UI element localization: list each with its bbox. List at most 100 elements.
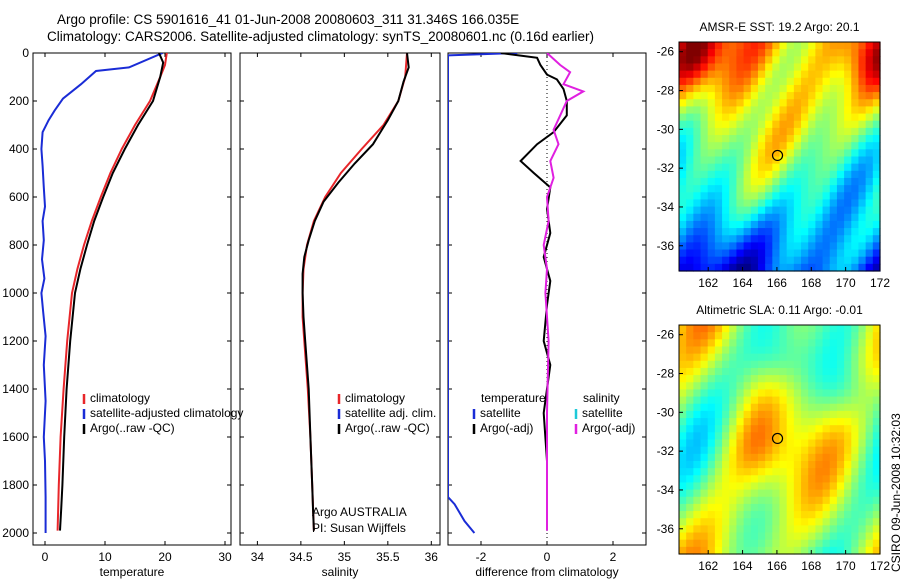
sla-map-cell [801,403,809,412]
sst-map-cell [729,84,738,93]
sst-map-cell [865,220,874,229]
sla-map-cell [836,496,845,505]
sla-map-cell [858,496,867,505]
sst-map-cell [872,113,881,122]
sla-map-cell [736,532,745,541]
sst-map-cell [693,149,702,158]
salinity-x-tick-label: 35.5 [376,550,400,564]
sla-map-cell [822,518,831,526]
sla-map-cell [829,468,838,476]
sla-map-cell [679,403,687,412]
sst-map-cell [686,42,694,50]
sst-map-cell [743,49,752,57]
sla-map-cell [793,382,802,391]
sla-map-cell [722,468,730,476]
sla-map-cell [693,525,702,534]
sla-map-cell [829,525,838,534]
sla-map-cell [779,460,788,469]
sst-map-cell [865,228,874,236]
sst-map-cell [872,63,881,72]
sla-map-cell [707,482,716,491]
difference-series-argo_salinity [542,53,586,531]
sst-map-cell [765,70,773,79]
sla-map-cell [851,439,860,448]
sla-map-cell [872,339,881,348]
sst-map-cell [844,149,852,158]
sla-map-cell [722,332,730,340]
sla-map-cell [679,475,687,484]
sst-map-cell [743,249,752,258]
sst-map-cell [772,163,781,172]
sla-map-cell [786,382,795,391]
sst-map-cell [686,220,694,229]
sst-map-cell [693,156,702,165]
sla-map-cell [772,446,781,455]
sst-map-cell [815,170,824,179]
sst-map-cell [722,228,730,236]
sst-map-cell [801,220,809,229]
principal-investigator-credit: PI: Susan Wijffels [312,521,406,535]
sla-map-cell [772,353,781,362]
sst-map-cell [757,113,766,122]
sla-map-cell [858,382,867,391]
sla-map-cell [729,518,738,526]
sla-map-cell [772,532,781,541]
sst-map-cell [700,213,709,222]
sla-map-cell [757,332,766,340]
sst-map-cell [858,220,867,229]
sla-map-cell [714,418,723,426]
sst-map-cell [836,206,845,215]
sla-map-cell [815,396,824,405]
sst-map-cell [872,84,881,93]
sst-map-cell [786,256,795,265]
sla-map-cell [772,518,781,526]
sla-map-cell [872,468,881,476]
temperature-series-satellite [40,53,163,533]
sla-map-cell [736,346,745,355]
sst-map-cell [736,170,745,179]
sla-map-cell [757,367,766,376]
sst-map-cell [750,113,759,122]
sst-map-cell [872,177,881,186]
sst-map-cell [765,235,773,243]
sla-map-cell [679,539,687,548]
sla-map-cell [786,546,795,555]
sla-map-cell [851,382,860,391]
sst-map-cell [700,113,709,122]
sst-map-cell [801,156,809,165]
sst-map-cell [779,84,788,93]
sla-map-cell [679,503,687,512]
sla-map-cell [736,432,745,441]
sst-map-cell [772,56,781,65]
sst-map-cell [836,42,845,50]
sst-map-cell [822,256,831,265]
sla-map-cell [872,503,881,512]
sla-map-cell [808,389,816,398]
sla-map-cell [822,389,831,398]
sst-map-cell [757,142,766,150]
sst-map-cell [693,170,702,179]
sla-map-cell [808,325,816,333]
sla-map-cell [793,360,802,369]
sst-map-cell [844,220,852,229]
sst-map-cell [772,92,781,100]
sst-map-cell [722,163,730,172]
salinity-legend-label: Argo(..raw -QC) [345,421,430,435]
sla-map-cell [722,446,730,455]
sst-map-cell [693,256,702,265]
sla-map-x-tick-label: 168 [801,559,821,573]
sst-map-cell [750,142,759,150]
sst-map-cell [750,127,759,136]
sla-map-cell [686,346,694,355]
sst-map-cell [729,163,738,172]
sla-map-cell [779,468,788,476]
sst-map-cell [722,99,730,108]
sst-map-cell [736,185,745,193]
sst-map-frame [678,41,881,272]
sla-map-cell [779,418,788,426]
sst-map-cell [815,163,824,172]
sst-map-cell [722,242,730,251]
sla-map-cell [729,460,738,469]
sla-map-cell [729,346,738,355]
sst-map-cell [872,142,881,150]
